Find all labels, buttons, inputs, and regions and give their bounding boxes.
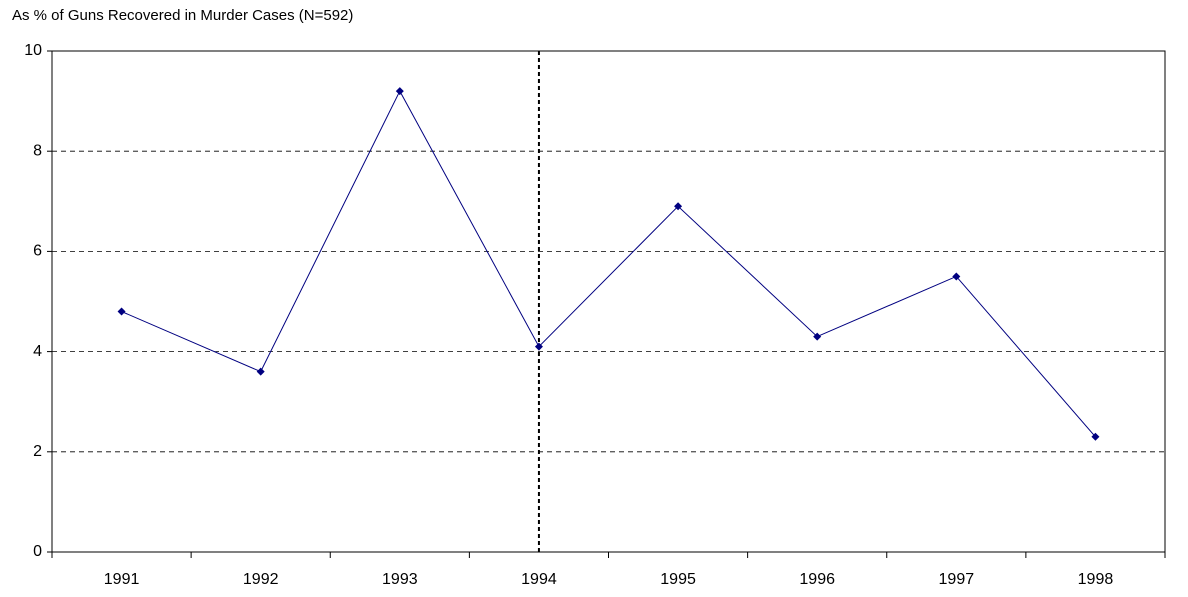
data-point [674,202,683,211]
x-tick-label: 1997 [939,571,975,588]
plot-border [51,50,1166,553]
y-tick-label: 2 [33,443,42,460]
x-tick-label: 1995 [660,571,696,588]
y-tick-label: 4 [33,343,42,360]
data-point [952,272,961,281]
x-tick-label: 1993 [382,571,418,588]
chart-title: As % of Guns Recovered in Murder Cases (… [12,7,353,24]
y-tick-label: 0 [33,543,42,560]
data-point [395,87,404,96]
y-tick-label: 8 [33,142,42,159]
y-tick-label: 10 [24,42,42,59]
x-tick-label: 1996 [799,571,835,588]
x-tick-label: 1992 [243,571,279,588]
data-point [117,307,126,316]
data-point [1091,432,1100,441]
data-line [121,89,1096,438]
data-point [256,367,265,376]
x-tick-label: 1991 [104,571,140,588]
data-point [813,332,822,341]
x-tick-label: 1998 [1078,571,1114,588]
data-point [534,342,543,351]
y-tick-label: 6 [33,243,42,260]
x-tick-label: 1994 [521,571,557,588]
